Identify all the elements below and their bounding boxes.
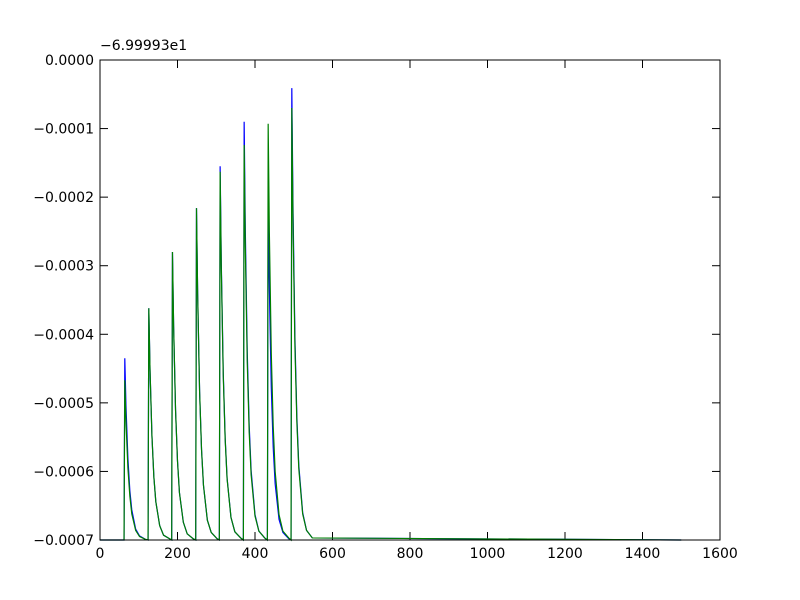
x-tick-label: 1000: [470, 546, 506, 562]
y-tick-label: −0.0005: [33, 396, 94, 412]
y-tick-label: −0.0006: [33, 464, 94, 480]
y-tick-label: 0.0000: [45, 53, 94, 69]
x-tick-label: 200: [164, 546, 191, 562]
y-tick-label: −0.0001: [33, 122, 94, 138]
x-tick-label: 400: [242, 546, 269, 562]
offset-label: −6.99993e1: [100, 38, 187, 54]
plot-frame: [99, 59, 721, 541]
y-tick-label: −0.0007: [33, 533, 94, 549]
y-tick-label: −0.0004: [33, 327, 94, 343]
data-line: [100, 107, 682, 542]
x-tick-label: 1200: [547, 546, 583, 562]
x-tick-label: 600: [319, 546, 346, 562]
x-tick-label: 1400: [625, 546, 661, 562]
x-tick-label: 0: [96, 546, 105, 562]
x-tick-label: 1600: [702, 546, 738, 562]
y-tick-label: −0.0002: [33, 190, 94, 206]
y-tick-label: −0.0003: [33, 259, 94, 275]
x-tick-label: 800: [397, 546, 424, 562]
